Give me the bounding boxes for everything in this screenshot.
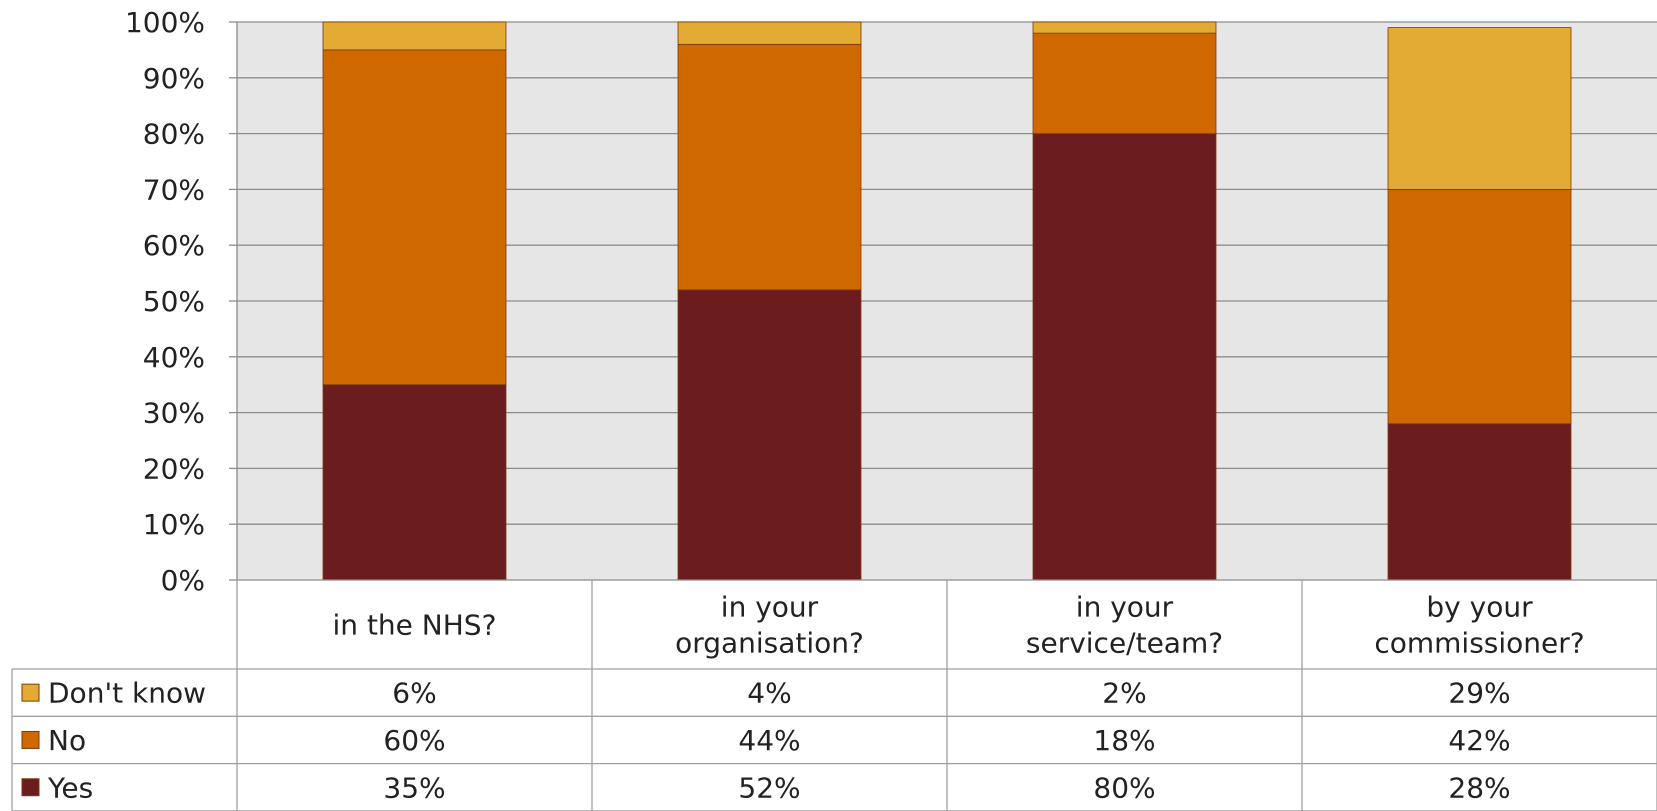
category-label: by your commissioner?: [1374, 591, 1584, 660]
category-label: in your service/team?: [1026, 591, 1223, 660]
y-tick-label: 30%: [143, 397, 205, 430]
plot-area: 0% 10% 20% 30% 40% 50% 60% 70% 80% 90% 100%: [125, 6, 1657, 597]
bar-no: [1032, 32, 1217, 135]
data-label: 52%: [738, 771, 800, 804]
data-label: 2%: [1102, 677, 1146, 710]
y-tick-label: 20%: [143, 452, 205, 485]
y-tick-label: 10%: [143, 508, 205, 541]
y-tick-label: 90%: [143, 62, 205, 95]
data-label: 6%: [392, 677, 436, 710]
data-label: 4%: [747, 677, 791, 710]
legend-key: [21, 730, 40, 749]
y-tick-label: 70%: [143, 173, 205, 206]
data-table: in the NHS? in your organisation? in your se…: [11, 580, 1657, 811]
y-tick-label: 60%: [143, 229, 205, 262]
bar-no: [322, 49, 507, 386]
data-label: 44%: [738, 724, 800, 757]
bar-no: [1387, 188, 1572, 425]
bar-no: [677, 43, 862, 291]
data-label: 80%: [1093, 771, 1155, 804]
data-label: 28%: [1448, 771, 1510, 804]
category-label: in the NHS?: [333, 609, 497, 642]
y-tick-label: 80%: [143, 118, 205, 151]
bar-yes: [1032, 133, 1217, 581]
y-tick-label: 40%: [143, 341, 205, 374]
legend-label: Don't know: [48, 677, 206, 710]
legend-key: [21, 778, 40, 797]
bar-don-t-know: [322, 21, 507, 51]
category-label: in your organisation?: [675, 591, 864, 660]
bar-yes: [677, 289, 862, 581]
bar-yes: [1387, 423, 1572, 581]
legend-label: Yes: [47, 771, 93, 804]
data-label: 35%: [383, 771, 445, 804]
bar-don-t-know: [1032, 21, 1217, 34]
y-tick-label: 100%: [125, 6, 205, 39]
data-label: 18%: [1093, 724, 1155, 757]
data-label: 60%: [383, 724, 445, 757]
y-tick-label: 50%: [143, 285, 205, 318]
bar-yes: [322, 384, 507, 581]
legend-label: No: [48, 724, 86, 757]
bar-don-t-know: [677, 21, 862, 45]
bar-don-t-know: [1387, 27, 1572, 190]
data-label: 42%: [1448, 724, 1510, 757]
y-tick-label: 0%: [161, 564, 205, 597]
data-label: 29%: [1448, 677, 1510, 710]
legend-key: [21, 683, 40, 702]
